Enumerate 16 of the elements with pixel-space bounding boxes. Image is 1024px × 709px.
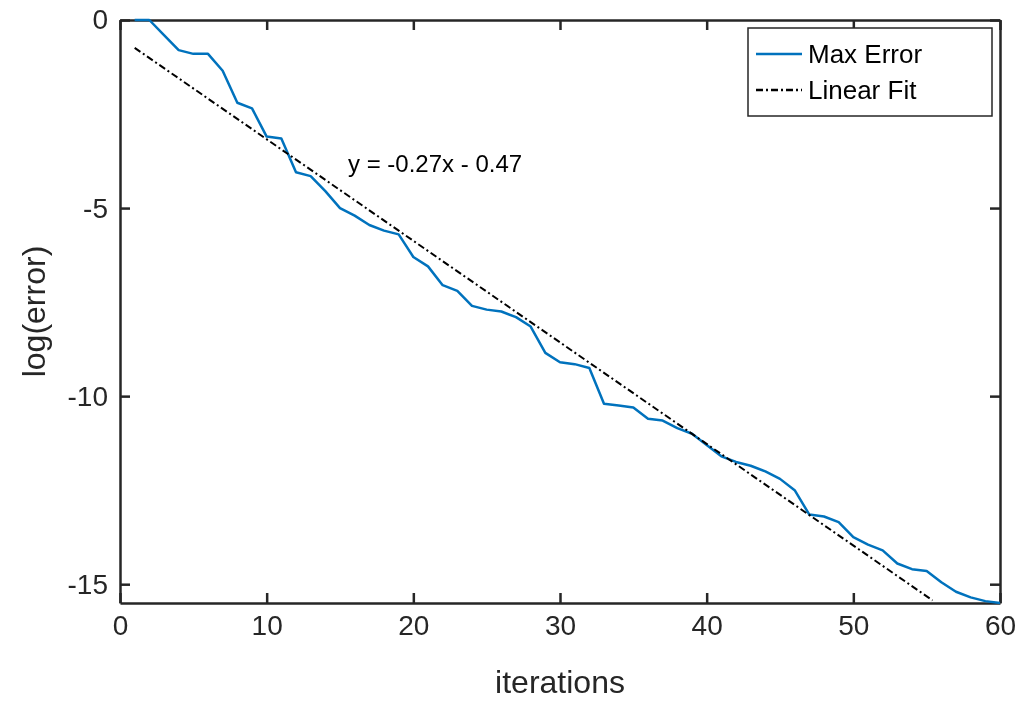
legend-label: Linear Fit	[808, 75, 918, 105]
x-tick-label: 20	[398, 609, 430, 641]
y-axis-title: log(error)	[16, 245, 52, 378]
x-tick-label: 60	[984, 609, 1017, 641]
y-tick-label: -5	[83, 192, 108, 224]
y-tick-label: 0	[92, 4, 108, 36]
x-tick-label: 0	[112, 609, 129, 641]
y-tick-label: -10	[67, 380, 108, 412]
annotation: y = -0.27x - 0.47	[348, 150, 523, 177]
y-tick-label: -15	[67, 568, 108, 600]
legend-label: Max Error	[808, 39, 923, 69]
x-tick-label: 10	[251, 609, 283, 641]
x-tick-label: 30	[544, 609, 577, 641]
x-axis-title: iterations	[495, 664, 625, 700]
x-tick-label: 40	[691, 609, 723, 641]
x-tick-label: 50	[838, 609, 870, 641]
